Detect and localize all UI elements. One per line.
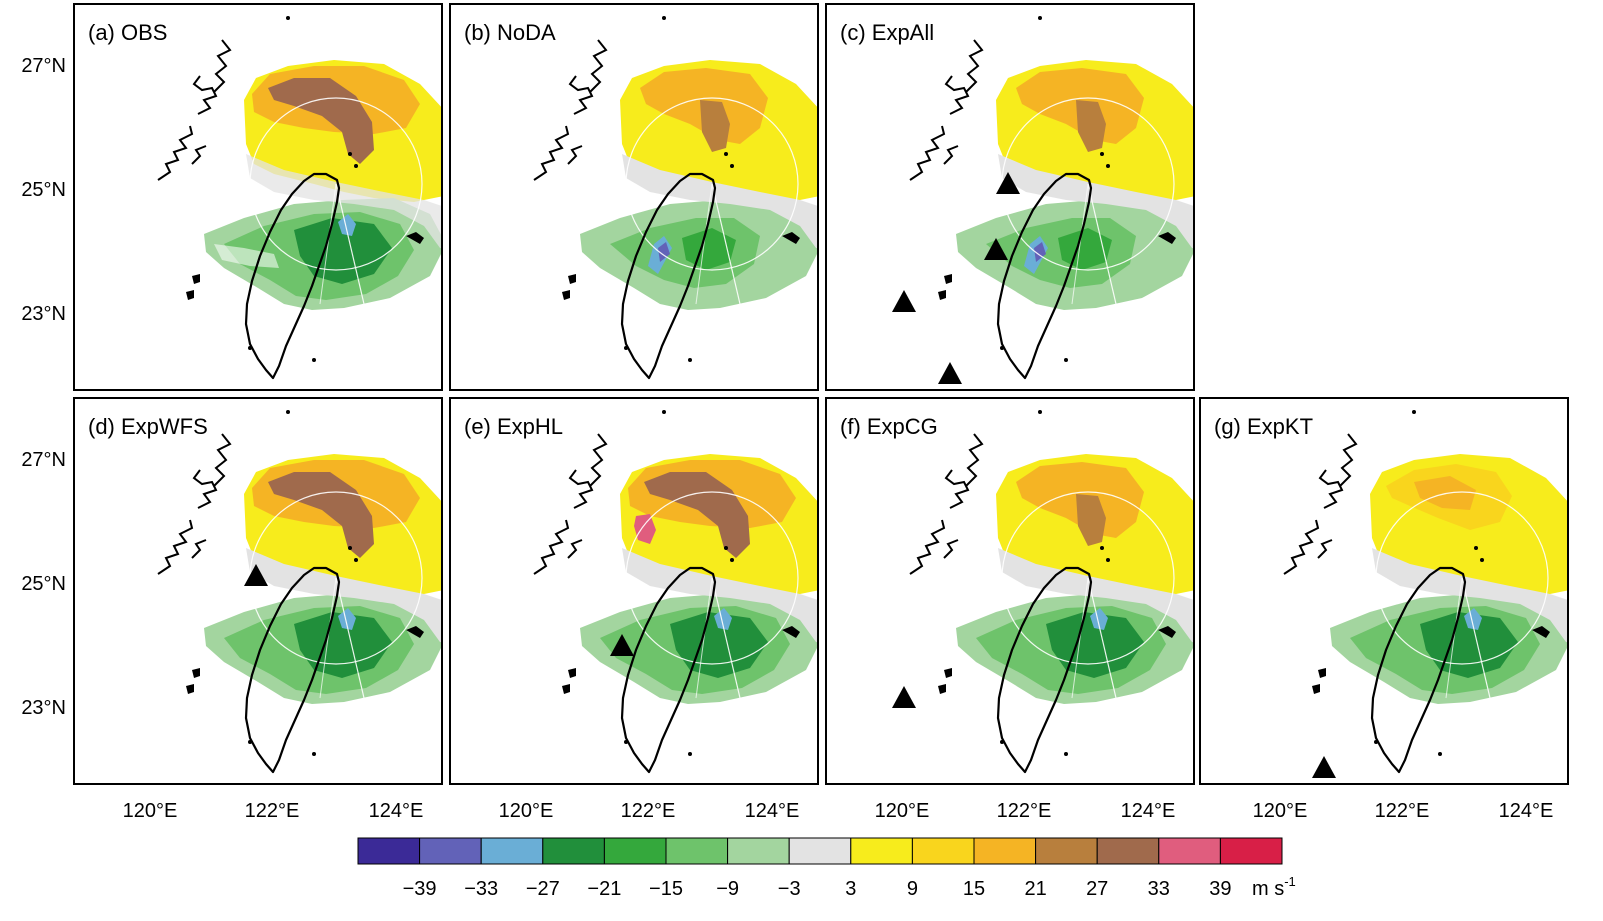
colorbar-units: m s-1 xyxy=(1252,874,1296,900)
lon-tick-label: 120°E xyxy=(123,800,178,822)
colorbar-swatch xyxy=(1158,837,1221,865)
panel-label: (d) ExpWFS xyxy=(88,414,208,439)
panel-b: (b) NoDA xyxy=(449,3,819,391)
lon-tick-label: 124°E xyxy=(745,800,800,822)
colorbar-tick-label: 21 xyxy=(1024,878,1046,900)
lat-tick-label: 27°N xyxy=(21,449,66,471)
colorbar-swatch xyxy=(1035,837,1098,865)
colorbar-tick-label: 27 xyxy=(1086,878,1108,900)
colorbar-tick-label: 39 xyxy=(1209,878,1231,900)
colorbar-swatch xyxy=(850,837,913,865)
panel-e: (e) ExpHL xyxy=(449,397,819,785)
colorbar-swatch xyxy=(419,837,482,865)
lon-tick-label: 120°E xyxy=(499,800,554,822)
colorbar-swatch xyxy=(542,837,605,865)
lat-tick-label: 23°N xyxy=(21,697,66,719)
colorbar-swatch xyxy=(480,837,544,865)
colorbar-swatch xyxy=(1096,837,1160,865)
colorbar-tick-label: −21 xyxy=(587,878,621,900)
panel-a: (a) OBS xyxy=(73,3,443,391)
colorbar-tick-labels: −39 −33 −27 −21 −15 −9 −3 3 9 15 21 27 33 39 xyxy=(403,878,1232,900)
lon-tick-label: 122°E xyxy=(621,800,676,822)
lat-tick-label: 23°N xyxy=(21,303,66,325)
panel-label: (a) OBS xyxy=(88,20,167,45)
colorbar-tick-label: −27 xyxy=(526,878,560,900)
lat-tick-label: 25°N xyxy=(21,179,66,201)
colorbar-units-exponent: -1 xyxy=(1284,874,1296,889)
colorbar-swatch xyxy=(788,837,852,865)
lon-tick-label: 124°E xyxy=(1499,800,1554,822)
panel-label: (b) NoDA xyxy=(464,20,556,45)
colorbar-tick-label: 33 xyxy=(1148,878,1170,900)
strong-wind-core xyxy=(634,514,656,544)
colorbar-tick-label: 3 xyxy=(845,878,856,900)
panel-label: (f) ExpCG xyxy=(840,414,938,439)
colorbar-tick-label: 15 xyxy=(963,878,985,900)
panel-f: (f) ExpCG xyxy=(825,397,1195,785)
panel-c: (c) ExpAll xyxy=(825,3,1195,391)
lon-tick-label: 122°E xyxy=(1375,800,1430,822)
lon-tick-label: 122°E xyxy=(245,800,300,822)
colorbar-swatch xyxy=(727,837,790,865)
colorbar-swatches xyxy=(357,837,1283,865)
colorbar-tick-label: −33 xyxy=(464,878,498,900)
colorbar-tick-label: −9 xyxy=(716,878,739,900)
panel-g: (g) ExpKT xyxy=(1199,397,1569,785)
lon-tick-label: 122°E xyxy=(997,800,1052,822)
panel-label: (g) ExpKT xyxy=(1214,414,1313,439)
lat-tick-label: 25°N xyxy=(21,573,66,595)
colorbar-tick-label: −15 xyxy=(649,878,683,900)
colorbar-swatch xyxy=(1219,837,1283,865)
colorbar-swatch xyxy=(973,837,1037,865)
colorbar-tick-label: −3 xyxy=(778,878,801,900)
panel-label: (c) ExpAll xyxy=(840,20,934,45)
colorbar-tick-label: 9 xyxy=(907,878,918,900)
colorbar-swatch xyxy=(357,837,421,865)
colorbar-swatch xyxy=(911,837,975,865)
colorbar: −39 −33 −27 −21 −15 −9 −3 3 9 15 21 27 33 39 m s-1 xyxy=(357,837,1296,900)
longitude-tick-labels: 120°E 122°E 124°E 120°E 122°E 124°E 120°… xyxy=(123,800,1554,822)
lon-tick-label: 120°E xyxy=(1253,800,1308,822)
panel-label: (e) ExpHL xyxy=(464,414,563,439)
lon-tick-label: 120°E xyxy=(875,800,930,822)
lon-tick-label: 124°E xyxy=(369,800,424,822)
lat-tick-label: 27°N xyxy=(21,55,66,77)
colorbar-swatch xyxy=(603,837,667,865)
panel-d: (d) ExpWFS xyxy=(73,397,443,785)
colorbar-swatch xyxy=(665,837,729,865)
colorbar-tick-label: −39 xyxy=(403,878,437,900)
lon-tick-label: 124°E xyxy=(1121,800,1176,822)
latitude-tick-labels: 27°N 25°N 23°N 27°N 25°N 23°N xyxy=(21,55,66,719)
